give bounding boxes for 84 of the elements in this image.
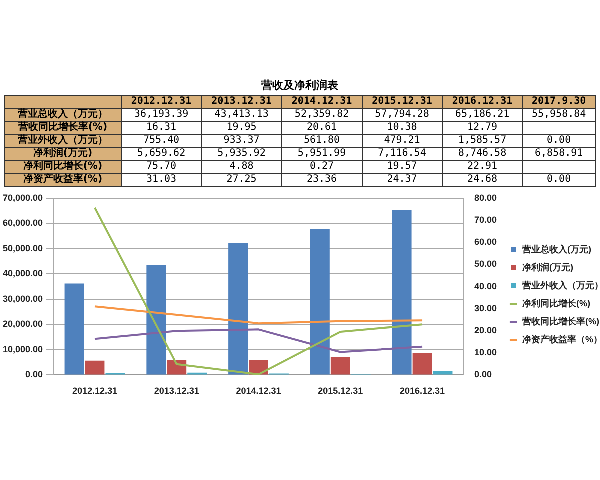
- y-tick-label: 50,000.00: [2, 243, 44, 254]
- legend-label: 净资产收益率（%）: [522, 334, 600, 344]
- y2-tick-label: 0.00: [474, 370, 492, 380]
- data-label: 16.31: [121, 122, 202, 134]
- y2-tick-label: 80.00: [474, 192, 498, 203]
- text: 净资产收益率(%): [4, 174, 122, 186]
- x-tick-label: 2016.12.31: [400, 386, 446, 396]
- y-tick-label: 20,000.00: [2, 319, 44, 330]
- data-label: 0.00: [522, 134, 596, 148]
- data-label: 5,935.92: [202, 148, 282, 160]
- bar: [412, 353, 432, 375]
- data-label: 4.88: [202, 160, 282, 174]
- data-label: 57,794.28: [362, 108, 442, 122]
- data-label: 19.95: [202, 122, 282, 134]
- data-label: 7,116.54: [362, 148, 442, 160]
- data-label: 36,193.39: [121, 108, 202, 122]
- y-tick-label: 30,000.00: [2, 294, 44, 304]
- text: 营收及净利润表: [260, 78, 340, 93]
- data-label: 43,413.13: [202, 108, 282, 122]
- x-tick-label: 2013.12.31: [154, 386, 200, 396]
- x-tick-label: 2015.12.31: [318, 386, 364, 396]
- category-label: 2017.9.30: [522, 96, 596, 108]
- legend-label: 营收同比增长率(%): [522, 316, 600, 326]
- x-tick-label: 2012.12.31: [72, 386, 118, 396]
- bar: [85, 360, 105, 375]
- legend-label: 营业外收入（万元）: [522, 280, 600, 290]
- data-label: 0.00: [522, 174, 596, 186]
- data-label: 10.38: [362, 122, 442, 134]
- bar: [228, 242, 248, 375]
- y2-tick-label: 40.00: [474, 281, 498, 292]
- legend-label: 营业总收入(万元): [522, 244, 592, 254]
- y-tick-label: 60,000.00: [2, 218, 44, 228]
- data-label: 12.79: [442, 122, 523, 134]
- text: 净利同比增长(%): [4, 160, 122, 174]
- bar: [64, 284, 84, 375]
- y-tick-label: 10,000.00: [2, 344, 44, 354]
- y2-tick-label: 50.00: [474, 259, 498, 270]
- data-label: 55,958.84: [522, 108, 596, 122]
- data-label: 52,359.82: [282, 108, 362, 122]
- text: 营收同比增长率(%): [4, 122, 122, 134]
- y2-tick-label: 60.00: [474, 237, 498, 248]
- legend-label: 净利同比增长(%): [522, 298, 590, 308]
- data-label: 20.61: [282, 122, 362, 134]
- data-label: 5,659.62: [121, 148, 202, 160]
- y2-tick-label: 70.00: [474, 214, 498, 225]
- bar: [310, 229, 330, 375]
- data-label: 479.21: [362, 134, 442, 148]
- text: 净利润(万元): [4, 148, 122, 160]
- data-label: 75.70: [121, 160, 202, 174]
- legend-label: 净利润(万元): [522, 262, 574, 272]
- data-label: 561.80: [282, 134, 362, 148]
- bar: [330, 357, 350, 375]
- data-label: 8,746.58: [442, 148, 523, 160]
- data-label: 22.91: [442, 160, 523, 174]
- category-label: 2012.12.31: [121, 96, 202, 108]
- bar: [146, 266, 166, 375]
- data-label: 6,858.91: [522, 148, 596, 160]
- data-label: 31.03: [121, 174, 202, 186]
- data-label: 0.27: [282, 160, 362, 174]
- y-tick-label: 40,000.00: [2, 268, 44, 279]
- x-tick-label: 2014.12.31: [236, 386, 282, 396]
- category-label: 2014.12.31: [282, 96, 362, 108]
- bar: [433, 371, 453, 375]
- category-label: 2015.12.31: [362, 96, 442, 108]
- y-tick-label: 70,000.00: [2, 192, 44, 203]
- data-label: 5,951.99: [282, 148, 362, 160]
- data-label: 19.57: [362, 160, 442, 174]
- y2-tick-label: 20.00: [474, 325, 498, 336]
- text: 营业外收入（万元）: [4, 134, 122, 148]
- y2-tick-label: 10.00: [474, 348, 498, 358]
- category-label: 2016.12.31: [442, 96, 523, 108]
- data-label: 23.36: [282, 174, 362, 186]
- data-label: 24.37: [362, 174, 442, 186]
- category-label: 2013.12.31: [202, 96, 282, 108]
- data-label: 65,186.21: [442, 108, 523, 122]
- data-label: 27.25: [202, 174, 282, 186]
- text: 营业总收入（万元）: [4, 108, 122, 122]
- data-label: 933.37: [202, 134, 282, 148]
- y-tick-label: 0.00: [26, 370, 44, 380]
- bar: [392, 210, 412, 375]
- data-label: 24.68: [442, 174, 523, 186]
- data-label: 755.40: [121, 134, 202, 148]
- data-label: 1,585.57: [442, 134, 523, 148]
- y2-tick-label: 30.00: [474, 303, 498, 314]
